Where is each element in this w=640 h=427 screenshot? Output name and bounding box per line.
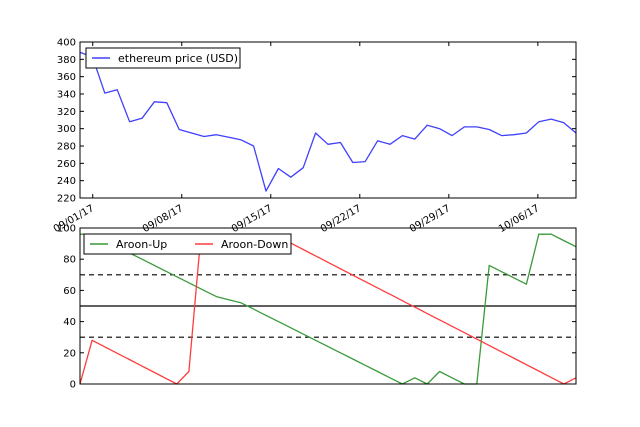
y-tick-label: 380	[57, 55, 76, 66]
aroon-up-legend-label: Aroon-Up	[116, 238, 167, 251]
price-y-axis: 220 240 260 280 300 320 340 360 380 400	[57, 38, 576, 205]
series-line-aroon-down	[79, 233, 577, 385]
x-tick-label: 09/15/17	[230, 203, 274, 235]
x-tick-label: 09/08/17	[141, 203, 185, 235]
y-tick-label: 360	[57, 72, 76, 83]
y-tick-label: 300	[57, 124, 76, 135]
x-tick-label: 09/22/17	[319, 203, 363, 235]
aroon-panel: 0 20 40 60 80 100 Aroon-Up Aroon-Down	[57, 224, 577, 391]
y-tick-label: 240	[57, 176, 76, 187]
aroon-legend: Aroon-Up Aroon-Down	[83, 233, 292, 255]
y-tick-label: 80	[63, 255, 76, 266]
y-tick-label: 0	[70, 380, 76, 391]
aroon-y-axis: 0 20 40 60 80 100	[57, 224, 576, 391]
y-tick-label: 40	[63, 317, 76, 328]
y-tick-label: 260	[57, 159, 76, 170]
series-line-ethereum-price-usd	[79, 51, 577, 192]
y-tick-label: 320	[57, 107, 76, 118]
aroon-axes-frame	[79, 227, 577, 385]
price-legend-label: ethereum price (USD)	[118, 52, 238, 65]
y-tick-label: 400	[57, 38, 76, 49]
y-tick-label: 340	[57, 90, 76, 101]
aroon-down-legend-label: Aroon-Down	[221, 238, 288, 251]
price-x-axis: 09/01/17 09/08/17 09/15/17 09/22/17 09/29/17…	[52, 42, 541, 235]
price-plot-area	[79, 51, 577, 192]
price-legend: ethereum price (USD)	[85, 47, 241, 69]
price-legend-box	[85, 47, 241, 69]
aroon-legend-box	[83, 233, 292, 255]
y-tick-label: 20	[63, 348, 76, 359]
y-tick-label: 60	[63, 286, 76, 297]
aroon-plot-area	[79, 233, 577, 385]
series-line-aroon-up	[80, 233, 577, 385]
x-tick-label: 10/06/17	[497, 203, 541, 235]
y-tick-label: 100	[57, 224, 76, 235]
y-tick-label: 220	[57, 194, 76, 205]
x-tick-label: 09/29/17	[408, 203, 452, 235]
price-axes-frame	[79, 41, 577, 199]
y-tick-label: 280	[57, 142, 76, 153]
